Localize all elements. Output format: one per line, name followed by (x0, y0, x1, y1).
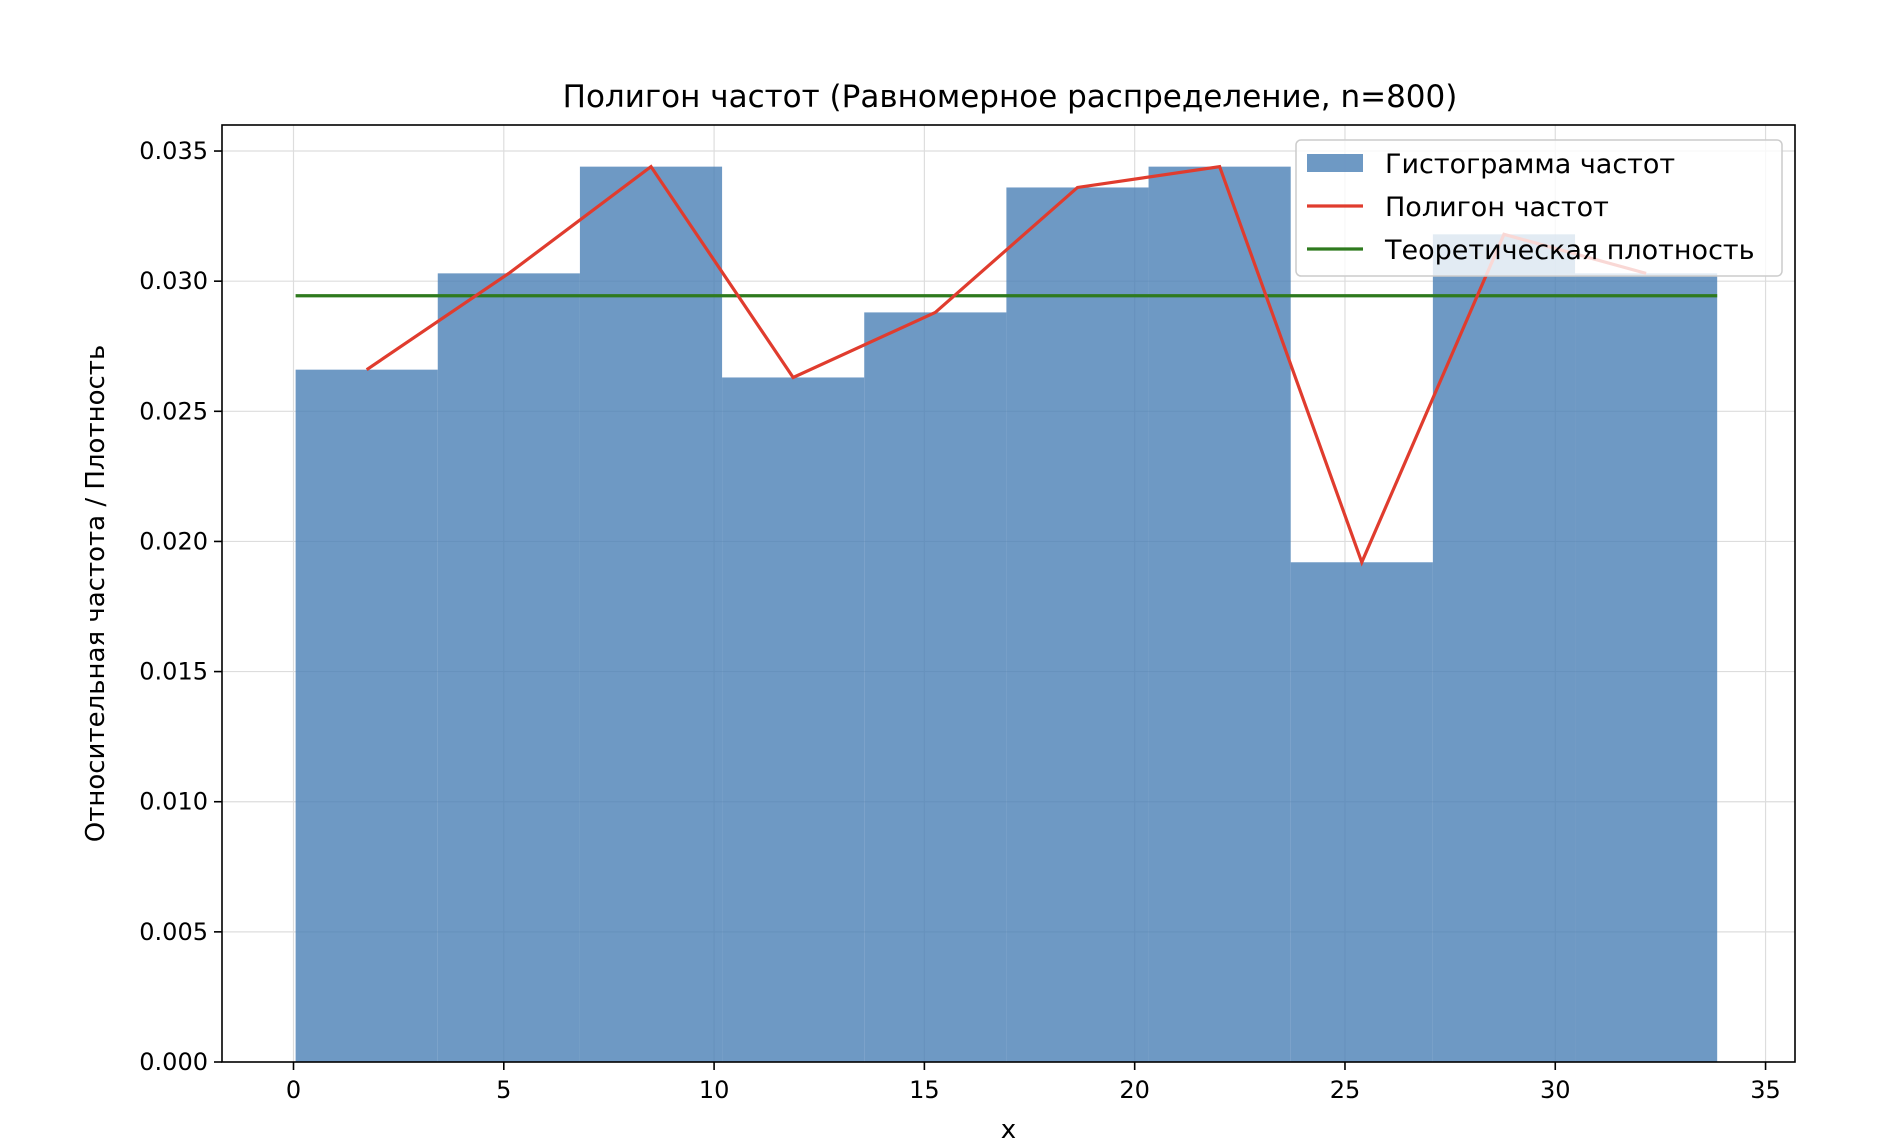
x-tick-label: 30 (1540, 1076, 1571, 1104)
x-tick-label: 0 (286, 1076, 301, 1104)
x-tick-label: 25 (1330, 1076, 1361, 1104)
histogram-bar (295, 369, 438, 1062)
histogram-bar (722, 377, 865, 1062)
y-axis-label: Относительная частота / Плотность (81, 345, 111, 843)
y-tick-label: 0.015 (139, 658, 208, 686)
plot-frame (221, 124, 1796, 1063)
histogram-bar (579, 166, 723, 1063)
x-tick-label: 5 (496, 1076, 511, 1104)
y-tick-label: 0.010 (139, 788, 208, 816)
series-lines (295, 164, 1718, 567)
y-tick-label: 0.035 (139, 137, 208, 165)
histogram-bar (864, 312, 1007, 1062)
legend-theoretical-label: Теоретическая плотность (1384, 235, 1755, 266)
chart-title: Полигон частот (Равномерное распределени… (563, 79, 1458, 115)
legend-histogram-label: Гистограмма частот (1385, 149, 1675, 180)
histogram-bar (437, 273, 580, 1062)
axis-ticks: 0 5 10 15 20 25 30 35 0.000 0.005 0.010 0.015 0.020 0… (139, 137, 1781, 1104)
legend: Гистограмма частот Полигон частот Теорет… (1295, 139, 1783, 277)
y-tick-label: 0.000 (139, 1048, 208, 1076)
histogram-bar (1290, 562, 1433, 1062)
histogram-bars (295, 166, 1718, 1063)
x-tick-label: 15 (909, 1076, 940, 1104)
legend-box (1295, 139, 1783, 277)
histogram-bar (1148, 166, 1291, 1063)
x-tick-label: 10 (699, 1076, 730, 1104)
legend-histogram-swatch (1307, 154, 1363, 172)
y-tick-label: 0.030 (139, 267, 208, 295)
x-tick-label: 20 (1119, 1076, 1150, 1104)
x-axis-label: x (1001, 1115, 1016, 1144)
frequency-polygon-line (365, 164, 1647, 567)
y-tick-label: 0.025 (139, 397, 208, 425)
histogram-bar (1432, 234, 1576, 1063)
histogram-bar (1006, 187, 1149, 1062)
x-tick-label: 35 (1750, 1076, 1781, 1104)
legend-polygon-label: Полигон частот (1385, 192, 1609, 223)
y-tick-label: 0.005 (139, 918, 208, 946)
y-tick-label: 0.020 (139, 527, 208, 555)
histogram-bar (1575, 273, 1718, 1062)
